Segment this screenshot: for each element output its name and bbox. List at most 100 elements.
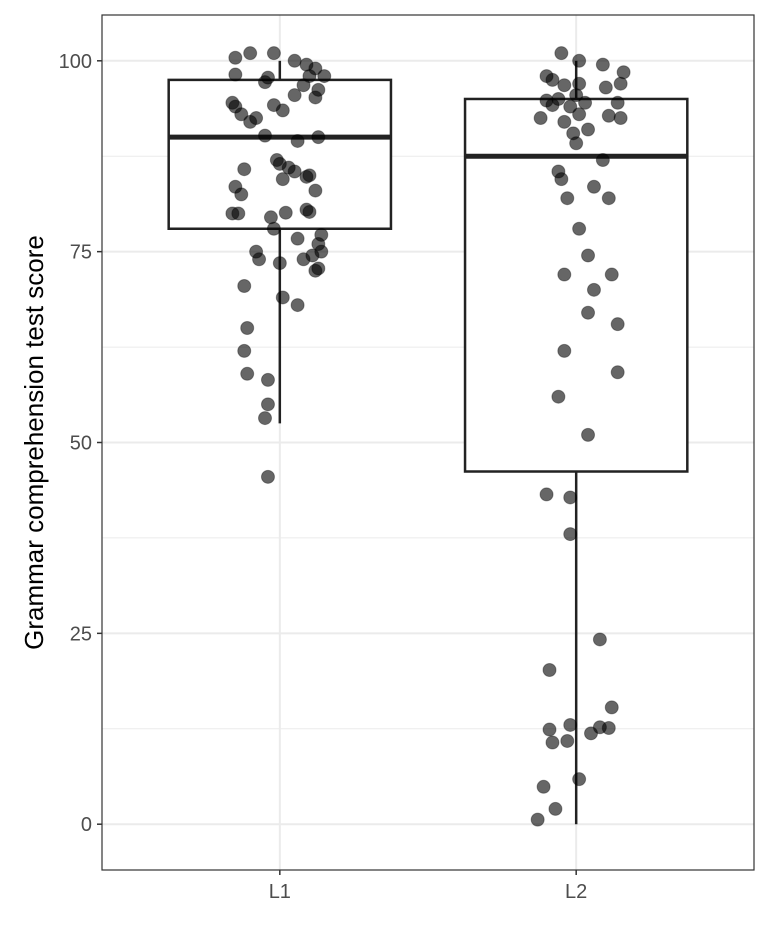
axes: 0 25 50 75 100 L1 L2 xyxy=(59,51,588,903)
data-point xyxy=(613,111,628,126)
data-point xyxy=(287,164,302,179)
data-point xyxy=(234,107,249,122)
data-point xyxy=(240,320,255,335)
data-point xyxy=(260,469,275,484)
data-point xyxy=(237,162,252,177)
data-point xyxy=(290,298,305,313)
data-point xyxy=(533,111,548,126)
data-point xyxy=(560,733,575,748)
data-point xyxy=(581,248,596,263)
data-point xyxy=(572,221,587,236)
y-tick-label: 75 xyxy=(70,242,92,264)
y-axis-title: Grammar comprehension test score xyxy=(19,235,49,650)
data-point xyxy=(572,772,587,787)
data-points xyxy=(225,46,631,827)
data-point xyxy=(557,267,572,282)
data-point xyxy=(296,78,311,93)
data-point xyxy=(266,46,281,61)
data-point xyxy=(613,76,628,91)
data-point xyxy=(581,122,596,137)
data-point xyxy=(563,490,578,505)
data-point xyxy=(601,191,616,206)
data-point xyxy=(228,50,243,65)
data-point xyxy=(545,98,560,113)
data-point xyxy=(604,700,619,715)
data-point xyxy=(598,80,613,95)
data-point xyxy=(610,365,625,380)
data-point xyxy=(572,107,587,122)
data-point xyxy=(557,114,572,129)
data-point xyxy=(569,136,584,151)
data-point xyxy=(586,282,601,297)
data-point xyxy=(272,256,287,271)
data-point xyxy=(586,179,601,194)
data-point xyxy=(610,95,625,110)
data-point xyxy=(311,130,326,145)
data-point xyxy=(290,133,305,148)
data-point xyxy=(275,290,290,305)
data-point xyxy=(243,114,258,129)
data-point xyxy=(252,252,267,267)
data-point xyxy=(557,343,572,358)
y-tick-label: 0 xyxy=(81,814,92,836)
data-point xyxy=(258,75,272,90)
data-point xyxy=(260,372,275,387)
data-point xyxy=(563,527,578,542)
data-point xyxy=(237,279,252,294)
data-point xyxy=(560,191,575,206)
data-point xyxy=(258,411,272,426)
data-point xyxy=(275,103,290,118)
data-point xyxy=(551,389,566,404)
data-point xyxy=(296,252,311,267)
data-point xyxy=(548,801,563,816)
data-point xyxy=(287,53,302,68)
data-point xyxy=(228,67,243,82)
data-point xyxy=(581,305,596,320)
data-point xyxy=(604,267,619,282)
data-point xyxy=(584,726,598,741)
data-point xyxy=(581,427,596,442)
data-point xyxy=(563,99,578,114)
data-point xyxy=(240,366,255,381)
data-point xyxy=(610,317,625,332)
data-point xyxy=(234,187,249,202)
data-point xyxy=(266,221,281,236)
data-point xyxy=(243,46,258,61)
data-point xyxy=(278,205,293,220)
data-point xyxy=(542,662,557,677)
data-point xyxy=(578,95,593,110)
data-point xyxy=(542,722,557,737)
x-tick-label: L2 xyxy=(565,881,587,903)
data-point xyxy=(317,69,332,84)
box-iqr xyxy=(463,97,689,473)
data-point xyxy=(231,206,246,221)
data-point xyxy=(572,76,587,91)
y-tick-label: 50 xyxy=(70,433,92,455)
y-tick-label: 25 xyxy=(70,623,92,645)
y-tick-label: 100 xyxy=(59,51,92,73)
data-point xyxy=(263,210,278,225)
data-point xyxy=(554,46,569,61)
data-point xyxy=(616,65,631,80)
data-point xyxy=(275,172,290,187)
data-point xyxy=(536,779,551,794)
data-point xyxy=(595,57,610,72)
data-point xyxy=(545,72,560,87)
data-point xyxy=(554,172,569,187)
data-point xyxy=(601,721,616,736)
data-point xyxy=(569,88,584,103)
data-point xyxy=(595,153,610,168)
data-point xyxy=(592,632,607,647)
data-point xyxy=(308,183,323,198)
data-point xyxy=(572,53,587,68)
data-point xyxy=(601,108,616,123)
data-point xyxy=(308,90,323,105)
data-point xyxy=(563,717,578,732)
data-point xyxy=(311,261,326,276)
data-point xyxy=(539,487,554,502)
data-point xyxy=(557,78,572,93)
data-point xyxy=(545,735,560,750)
data-point xyxy=(260,397,275,412)
